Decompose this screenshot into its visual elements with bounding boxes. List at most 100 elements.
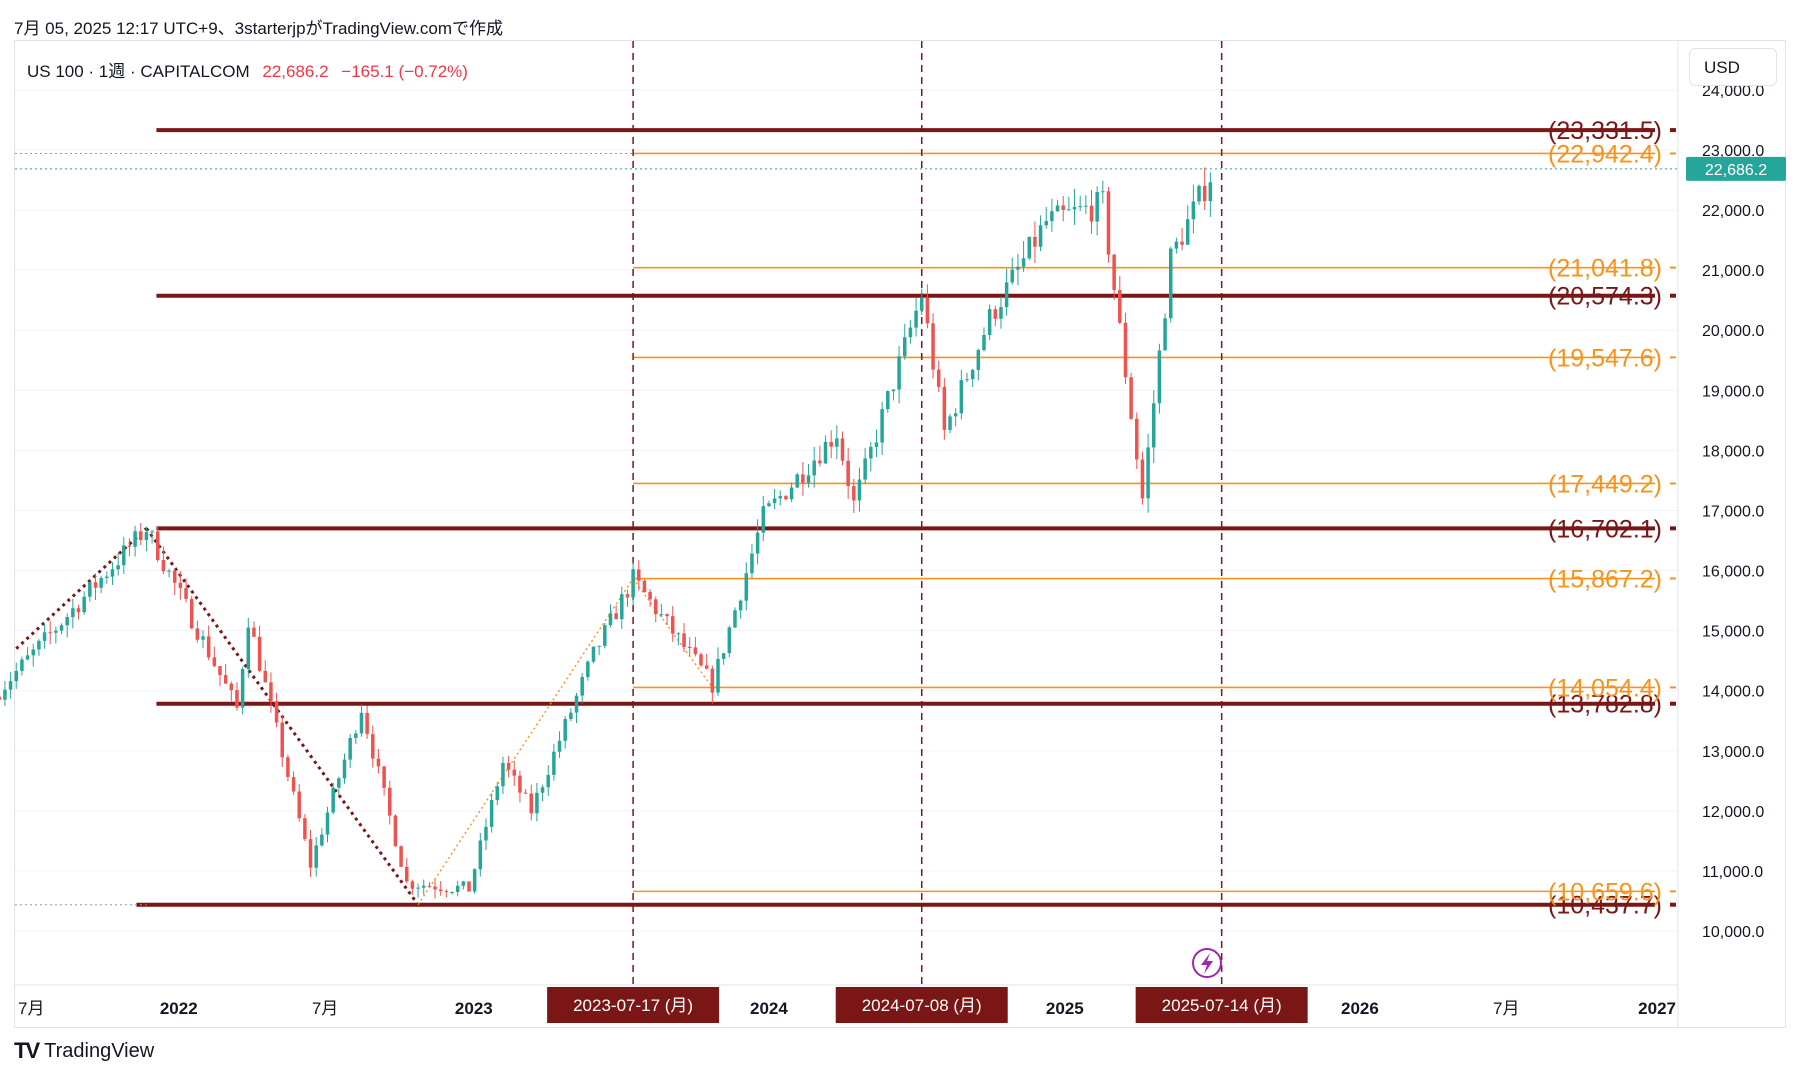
candle-body	[897, 356, 901, 390]
candle-body	[801, 474, 805, 483]
candle-body	[388, 787, 392, 816]
price-tick-label: 24,000.0	[1702, 83, 1764, 100]
candle-body	[257, 636, 262, 671]
candle-body	[189, 598, 194, 629]
brand-name: TradingView	[44, 1039, 155, 1062]
zigzag-overlay	[15, 527, 713, 906]
candle-body	[88, 582, 92, 597]
candle-body	[1129, 377, 1133, 419]
candle-body	[354, 733, 358, 739]
candle-body	[942, 386, 947, 430]
candle-body	[20, 659, 24, 671]
date-marker-badge	[1135, 987, 1308, 1023]
price-tick-label: 17,000.0	[1702, 503, 1764, 520]
candle-body	[682, 633, 686, 647]
candle-body	[959, 380, 964, 414]
candle-body	[704, 665, 709, 669]
candle-body	[0, 696, 2, 700]
candle-body	[738, 600, 743, 611]
support-level-label: (23,331.5)	[1548, 117, 1662, 145]
candle-body	[1078, 206, 1082, 208]
tradingview-brand[interactable]: TV TradingView	[14, 1038, 154, 1064]
candle-body	[461, 881, 466, 886]
currency-button[interactable]: USD	[1689, 48, 1777, 86]
fib-level-label: (17,449.2)	[1548, 470, 1662, 498]
candle-body	[535, 792, 539, 814]
candle-body	[359, 712, 364, 734]
candle-body	[331, 787, 335, 813]
candle-body	[99, 577, 103, 588]
price-tick-label: 16,000.0	[1702, 564, 1764, 581]
price-tick-label: 11,000.0	[1702, 864, 1763, 881]
candle-body	[552, 751, 556, 775]
candle-body	[144, 532, 149, 541]
symbol-info[interactable]: US 100 · 1週 · CAPITALCOM	[27, 62, 250, 81]
candle-body	[852, 486, 856, 501]
candle-body	[597, 645, 601, 647]
candle-body	[591, 646, 596, 662]
candle-body	[127, 545, 132, 547]
candle-body	[874, 442, 879, 447]
candle-body	[365, 712, 369, 735]
time-tick-label: 2024	[750, 999, 788, 1018]
candle-body	[48, 632, 52, 634]
symbol-legend[interactable]: US 100 · 1週 · CAPITALCOM 22,686.2 −165.1…	[27, 57, 468, 82]
candle-body	[223, 675, 228, 684]
candle-body	[410, 881, 415, 889]
candle-body	[286, 757, 290, 778]
level-labels: (23,331.5) (20,574.3) (16,702.1) (13,782.8)…	[1548, 117, 1676, 920]
candle-body	[201, 636, 205, 640]
candle-body	[863, 458, 867, 480]
time-tick-label: 2023	[455, 999, 493, 1018]
candle-body	[325, 812, 330, 835]
price-tick-label: 19,000.0	[1702, 383, 1764, 400]
candle-body	[727, 627, 732, 654]
candle-body	[506, 762, 511, 770]
candle-body	[750, 553, 754, 574]
candle-body	[65, 617, 69, 626]
candle-body	[337, 778, 341, 788]
price-tick-label: 18,000.0	[1702, 443, 1764, 460]
candle-body	[303, 818, 307, 840]
candle-body	[620, 594, 624, 620]
price-change: −165.1 (−0.72%)	[341, 62, 468, 81]
candle-body	[1140, 459, 1145, 499]
price-tick-label: 23,000.0	[1702, 143, 1764, 160]
candle-body	[676, 633, 681, 635]
candle-body	[755, 532, 760, 554]
candle-body	[546, 774, 550, 788]
candle-body	[631, 569, 635, 598]
candle-body	[116, 565, 120, 570]
candle-body	[1118, 290, 1122, 323]
horizontal-levels	[15, 128, 1678, 907]
candle-body	[670, 616, 675, 634]
candle-body	[489, 800, 494, 827]
fib-level-label: (19,547.6)	[1548, 344, 1662, 372]
candle-body	[133, 531, 137, 547]
candle-body	[122, 545, 126, 566]
candle-body	[857, 479, 862, 501]
candle-body	[376, 758, 381, 767]
candle-body	[1146, 447, 1150, 499]
candle-body	[269, 682, 273, 702]
candle-body	[59, 625, 64, 631]
time-tick-label: 7月	[1493, 999, 1519, 1018]
candle-body	[829, 441, 833, 447]
candle-body	[806, 475, 811, 483]
date-marker-label: 2025-07-14 (月)	[1162, 996, 1282, 1015]
price-tick-label: 21,000.0	[1702, 263, 1764, 280]
candle-body	[1072, 207, 1077, 210]
candle-body	[314, 845, 318, 868]
candle-body	[235, 690, 239, 708]
candle-body	[240, 668, 245, 708]
candle-body	[982, 335, 986, 350]
candle-body	[948, 416, 952, 430]
candle-body	[1021, 258, 1026, 267]
candle-body	[653, 599, 658, 615]
candle-body	[167, 570, 171, 572]
time-tick-label: 2022	[160, 999, 198, 1018]
candle-body	[976, 349, 981, 370]
time-tick-label: 7月	[312, 999, 338, 1018]
last-price: 22,686.2	[262, 62, 329, 81]
